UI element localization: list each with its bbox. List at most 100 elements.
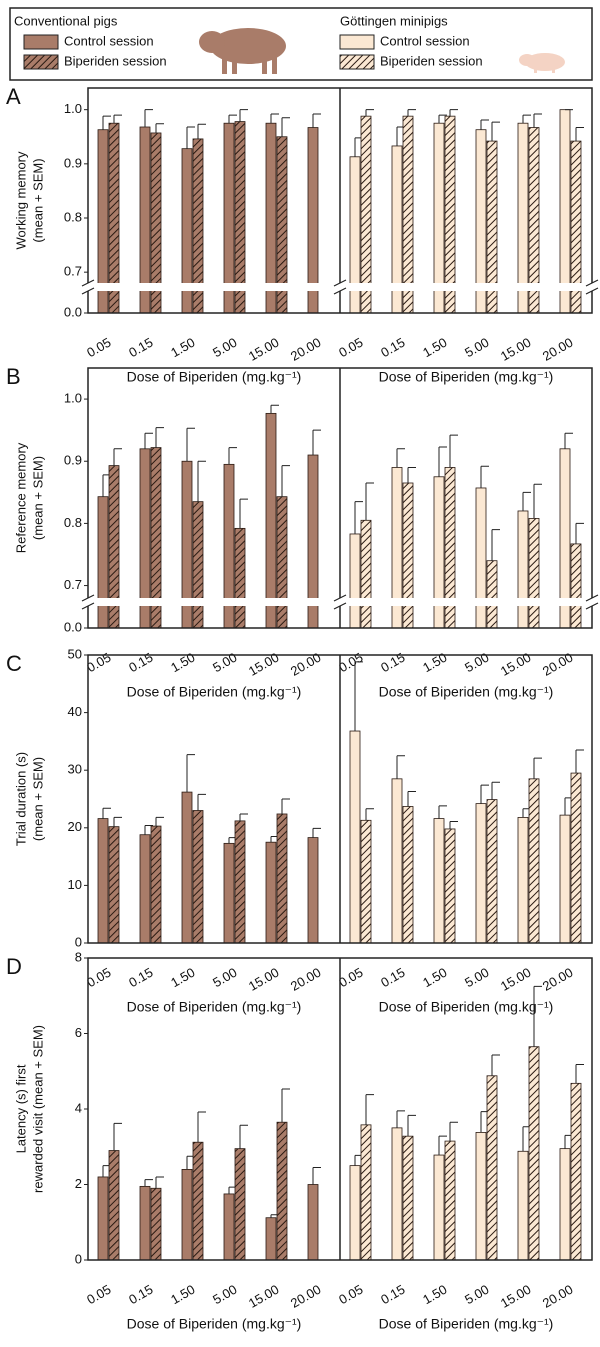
y-axis-label: Reference memory	[13, 442, 28, 553]
y-tick-label: 0.8	[64, 515, 82, 530]
y-axis-label: Working memory	[13, 151, 28, 250]
bar	[265, 1217, 277, 1261]
error-bar	[186, 754, 195, 793]
error-bar	[533, 985, 542, 1047]
x-tick-label: 20.00	[540, 335, 576, 364]
error-bar	[186, 126, 195, 149]
y-axis-label: rewarded visit (mean + SEM)	[30, 1025, 45, 1193]
x-tick-label: 0.05	[84, 1282, 113, 1308]
legend-label: Control session	[380, 33, 470, 48]
frame	[87, 367, 593, 629]
x-tick-label: 5.00	[462, 335, 491, 361]
x-tick-label: 0.05	[336, 335, 365, 361]
error-bar	[312, 113, 321, 128]
y-tick-label: 1.0	[64, 101, 82, 116]
x-tick-label: 1.50	[420, 650, 449, 676]
legend-swatch	[339, 34, 375, 50]
error-bar	[102, 115, 111, 130]
bar	[475, 487, 487, 629]
error-bar	[186, 427, 195, 462]
error-bar	[480, 784, 489, 804]
panel-letter: D	[6, 954, 22, 979]
y-tick-label: 2	[75, 1176, 82, 1191]
pig-icon	[199, 28, 286, 74]
error-bar	[155, 816, 164, 827]
x-tick-label: 5.00	[210, 1282, 239, 1308]
error-bar	[144, 1179, 153, 1187]
y-axis-label: Trial duration (s)	[13, 752, 28, 846]
error-bar	[491, 1054, 500, 1076]
x-tick-label: 20.00	[540, 965, 576, 994]
bar	[402, 1135, 414, 1261]
error-bar	[239, 109, 248, 122]
bar	[570, 1082, 582, 1261]
y-tick-label: 30	[68, 762, 82, 777]
error-bar	[396, 1110, 405, 1128]
frame	[87, 957, 593, 1261]
bar	[360, 819, 372, 944]
error-bar	[396, 448, 405, 468]
error-bar	[155, 427, 164, 448]
x-axis-label: Dose of Biperiden (mg.kg⁻¹)	[127, 684, 302, 700]
x-tick-label: 1.50	[168, 335, 197, 361]
error-bar	[449, 820, 458, 829]
error-bar	[407, 109, 416, 117]
y-tick-label: 0	[75, 934, 82, 949]
error-bar	[407, 1114, 416, 1137]
y-axis-label: (mean + SEM)	[30, 757, 45, 841]
panel-letter: A	[6, 84, 21, 109]
x-tick-label: 0.15	[378, 335, 407, 361]
error-bar	[144, 824, 153, 835]
bar	[108, 1150, 120, 1261]
panel-letter: B	[6, 364, 21, 389]
frame	[87, 87, 593, 314]
error-bar	[354, 501, 363, 534]
error-bar	[480, 119, 489, 130]
error-bar	[155, 123, 164, 133]
x-tick-label: 20.00	[540, 650, 576, 679]
error-bar	[228, 447, 237, 465]
error-bar	[365, 808, 374, 821]
error-bar	[239, 1124, 248, 1149]
bar	[528, 1046, 540, 1261]
error-bar	[575, 522, 584, 544]
error-bar	[144, 432, 153, 449]
bar	[234, 527, 246, 629]
error-bar	[575, 749, 584, 774]
bar	[307, 837, 319, 944]
bar	[150, 1187, 162, 1261]
x-tick-label: 0.05	[336, 1282, 365, 1308]
error-bar	[113, 816, 122, 827]
error-bar	[449, 434, 458, 468]
bar	[559, 814, 571, 944]
error-bar	[438, 805, 447, 819]
break-mark	[333, 279, 347, 295]
bar	[265, 412, 277, 629]
y-tick-label: 0.9	[64, 155, 82, 170]
bar	[97, 496, 109, 629]
x-tick-label: 20.00	[540, 1282, 576, 1311]
y-axis-label: (mean + SEM)	[30, 456, 45, 540]
y-tick-label: 50	[68, 646, 82, 661]
x-tick-label: 5.00	[210, 650, 239, 676]
error-bar	[312, 1167, 321, 1185]
x-tick-label: 0.15	[378, 965, 407, 991]
x-axis-label: Dose of Biperiden (mg.kg⁻¹)	[379, 684, 554, 700]
bar	[475, 803, 487, 944]
bar	[486, 799, 498, 944]
error-bar	[312, 827, 321, 838]
bar	[97, 818, 109, 944]
bar	[192, 1141, 204, 1261]
break-mark	[585, 594, 599, 610]
y-tick-label: 20	[68, 819, 82, 834]
x-axis-label: Dose of Biperiden (mg.kg⁻¹)	[127, 369, 302, 385]
bar	[444, 828, 456, 944]
error-bar	[239, 498, 248, 529]
y-tick-label: 0.9	[64, 453, 82, 468]
error-bar	[438, 1135, 447, 1156]
bar	[570, 543, 582, 629]
y-axis-label: Latency (s) first	[13, 1064, 28, 1153]
x-tick-label: 15.00	[498, 650, 534, 679]
legend-label: Biperiden session	[380, 53, 483, 68]
error-bar	[365, 109, 374, 117]
